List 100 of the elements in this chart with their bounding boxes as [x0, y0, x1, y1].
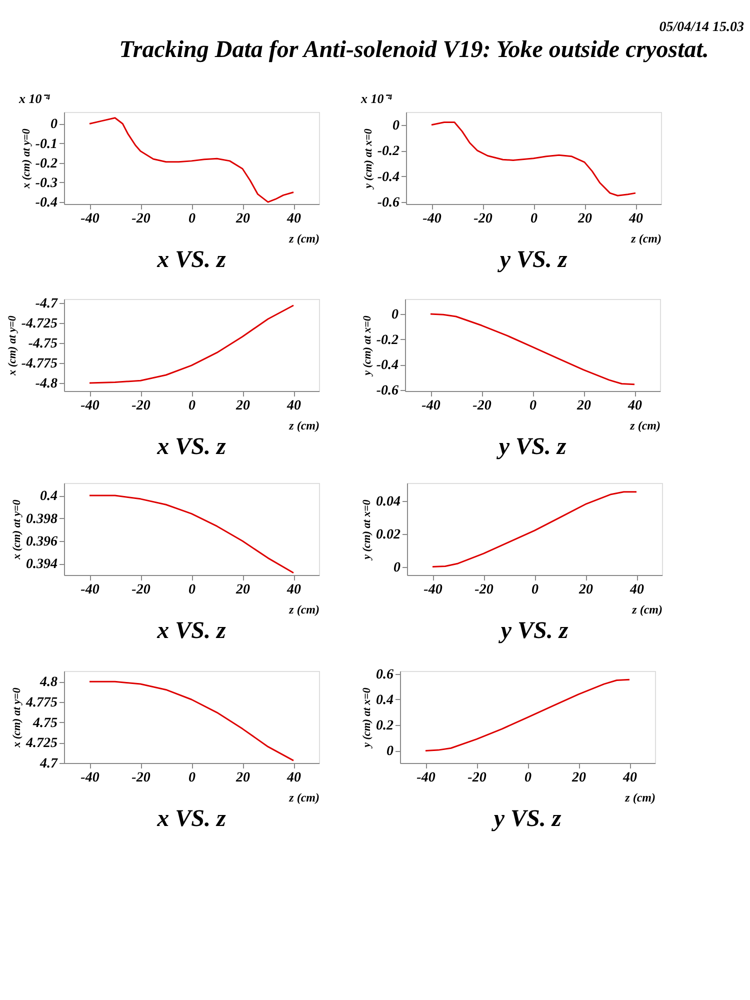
- x-axis-title: z (cm): [288, 602, 320, 616]
- line-series: [424, 678, 630, 752]
- x-tick-label: -20: [132, 582, 150, 598]
- y-axis-title: x (cm) at y=0: [11, 687, 23, 748]
- y-axis-title: y (cm) at x=0: [361, 315, 374, 378]
- y-tick-label: 0: [392, 307, 398, 322]
- y-tick-label: -0.4: [35, 196, 58, 211]
- x-axis-title: z (cm): [624, 790, 656, 804]
- y-axis-title: x (cm) at y=0: [11, 499, 23, 560]
- y-tick-label: 0.6: [376, 667, 394, 682]
- text: x VS. z: [156, 618, 227, 644]
- text: y VS. z: [498, 618, 569, 644]
- y-tick-label: 4.7: [39, 756, 58, 772]
- x-tick-label: 40: [628, 212, 643, 226]
- x-tick-label: 40: [286, 770, 301, 786]
- y-tick-label: 0.4: [40, 489, 58, 504]
- text: 05/04/14 15.03: [659, 20, 744, 35]
- x-axis-title: z (cm): [631, 602, 662, 616]
- y-axis-title: x (cm) at y=0: [20, 128, 32, 190]
- x-tick-label: 40: [629, 582, 644, 598]
- text: x VS. z: [156, 434, 227, 460]
- y-tick-label: -0.3: [35, 176, 58, 191]
- y-tick-label: -0.2: [35, 156, 58, 172]
- x-tick-label: 0: [188, 582, 196, 598]
- line-series: [88, 680, 294, 762]
- x-tick-label: 40: [622, 770, 637, 786]
- x-tick-label: 20: [235, 212, 250, 226]
- line-series: [432, 491, 638, 568]
- y-tick-label: 0.4: [376, 692, 394, 708]
- text: x 10⁻⁴: [18, 91, 51, 106]
- x-tick-label: 20: [235, 398, 250, 414]
- x-tick-label: 40: [286, 398, 301, 414]
- x-tick-label: 40: [627, 398, 642, 414]
- y-tick-label: -4.775: [21, 356, 58, 372]
- x-tick-label: 0: [524, 770, 532, 786]
- y-tick-label: 0.394: [26, 557, 58, 572]
- y-tick-label: -4.75: [28, 336, 58, 352]
- line-series: [88, 117, 294, 203]
- x-tick-label: 20: [576, 398, 591, 414]
- x-tick-label: 20: [235, 770, 250, 786]
- x-tick-label: -40: [80, 770, 100, 786]
- text: Tracking Data for Anti-solenoid V19: Yoke outside cryostat.: [119, 37, 709, 63]
- x-tick-label: 20: [578, 582, 593, 598]
- x-tick-label: 20: [235, 582, 250, 598]
- x-axis-title: z (cm): [630, 232, 662, 246]
- x-tick-label: 0: [530, 212, 538, 226]
- x-tick-label: 0: [532, 582, 538, 598]
- x-tick-label: -20: [132, 770, 150, 786]
- x-tick-label: -40: [416, 770, 436, 786]
- x-tick-label: -40: [80, 212, 100, 226]
- text: x 10⁻⁴: [360, 91, 393, 106]
- y-tick-label: 0.02: [376, 527, 400, 542]
- x-tick-label: 40: [286, 212, 301, 226]
- y-tick-label: 0: [394, 560, 400, 576]
- y-tick-label: -4.7: [35, 296, 58, 312]
- x-tick-label: 0: [188, 212, 196, 226]
- y-tick-label: 0: [50, 117, 58, 132]
- y-axis-title: y (cm) at x=0: [361, 499, 373, 562]
- text: y VS. z: [496, 247, 568, 273]
- x-axis-title: z (cm): [288, 418, 320, 432]
- x-tick-label: -40: [80, 398, 100, 414]
- y-tick-label: -0.1: [35, 136, 58, 152]
- x-tick-label: 40: [286, 582, 301, 598]
- y-tick-label: 0.04: [376, 494, 400, 510]
- y-tick-label: 0.396: [26, 534, 58, 550]
- x-tick-label: -20: [132, 212, 150, 226]
- y-axis-title: y (cm) at x=0: [362, 128, 374, 190]
- y-tick-label: 4.725: [25, 736, 58, 752]
- x-axis-title: z (cm): [629, 418, 660, 432]
- x-axis-title: z (cm): [288, 232, 320, 246]
- text: x VS. z: [156, 247, 227, 273]
- line-series: [88, 304, 294, 384]
- text: y VS. z: [496, 434, 567, 460]
- y-tick-label: -0.4: [377, 170, 400, 185]
- x-tick-label: -40: [80, 582, 100, 598]
- x-tick-label: -20: [474, 212, 492, 226]
- y-tick-label: 0: [386, 744, 394, 760]
- x-tick-label: 20: [571, 770, 586, 786]
- x-tick-label: -20: [468, 770, 486, 786]
- y-tick-label: -0.6: [376, 384, 398, 399]
- y-axis-title: x (cm) at y=0: [6, 315, 18, 376]
- x-axis-title: z (cm): [288, 790, 320, 804]
- y-tick-label: 0.2: [376, 718, 394, 734]
- x-tick-label: 0: [530, 398, 536, 414]
- y-tick-label: 0: [392, 118, 400, 134]
- x-tick-label: -20: [472, 398, 492, 414]
- line-series: [430, 313, 636, 386]
- y-tick-label: -0.6: [377, 196, 400, 211]
- y-axis-title: y (cm) at x=0: [361, 687, 373, 750]
- text: x VS. z: [156, 806, 227, 832]
- x-tick-label: -40: [422, 212, 442, 226]
- x-tick-label: -40: [424, 582, 442, 598]
- x-tick-label: -40: [422, 398, 440, 414]
- x-tick-label: -20: [474, 582, 494, 598]
- text: y VS. z: [490, 806, 562, 832]
- y-tick-label: -0.2: [376, 332, 398, 348]
- y-tick-label: -0.4: [376, 358, 398, 374]
- x-tick-label: 20: [577, 212, 592, 226]
- y-tick-label: 4.8: [39, 675, 58, 690]
- line-series: [430, 122, 636, 196]
